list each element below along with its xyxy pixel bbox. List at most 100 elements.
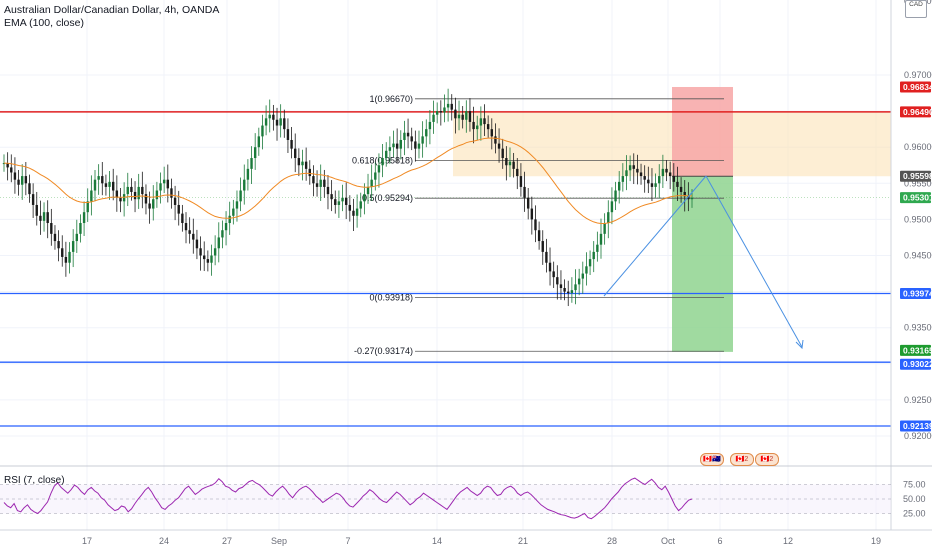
candle-body (661, 168, 665, 177)
candle-body (647, 179, 650, 184)
candle-body (672, 176, 675, 182)
time-tick-label: 21 (518, 536, 528, 546)
candle-body (490, 129, 493, 137)
currency-badge[interactable]: CAD (905, 0, 927, 18)
candle-body (334, 199, 337, 205)
event-flag-icon[interactable]: 🇨🇦🇦🇺 (700, 453, 724, 466)
candle-body (50, 223, 53, 234)
candle-body (144, 194, 148, 204)
event-flag-icon[interactable]: 🇨🇦2 (755, 453, 779, 466)
candle-body (497, 143, 501, 149)
candle-body (374, 172, 377, 180)
candle-body (392, 143, 395, 148)
candle-body (457, 114, 461, 119)
candle-body (279, 118, 282, 126)
candle-body (385, 150, 388, 159)
candle-body (166, 179, 170, 189)
candle-body (246, 168, 250, 180)
candle-body (341, 197, 344, 202)
candle-body (632, 165, 635, 169)
candle-body (155, 190, 159, 200)
candle-body (585, 266, 588, 274)
time-tick-label: 28 (607, 536, 617, 546)
ema-line (3, 137, 693, 224)
candle-body (461, 114, 464, 120)
candle-body (253, 147, 257, 159)
candle-body (486, 124, 490, 130)
candle-body (224, 223, 228, 231)
rsi-tick-label: 25.00 (903, 509, 926, 519)
time-tick-label: 12 (783, 536, 793, 546)
time-tick-label: Oct (661, 536, 676, 546)
price-badge (900, 287, 931, 299)
candle-body (82, 212, 86, 224)
candle-body (133, 191, 137, 200)
candle-body (563, 287, 566, 292)
candle-body (406, 132, 410, 137)
candle-body (188, 230, 191, 234)
ema-line-path (3, 137, 693, 224)
price-badge-label: 0.96490 (903, 107, 932, 117)
candle-body (668, 172, 672, 177)
candle-body (272, 114, 275, 120)
candle-body (170, 188, 173, 198)
candle-body (104, 183, 108, 187)
candle-body (523, 186, 526, 198)
candle-body (439, 111, 443, 113)
candle-body (28, 183, 31, 195)
candle-body (108, 181, 111, 187)
candle-body (53, 233, 57, 242)
price-badge-label: 0.95301 (903, 193, 932, 203)
candle-body (210, 255, 213, 263)
candle-body (192, 233, 195, 240)
price-badge-label: 0.92139 (903, 421, 932, 431)
candle-body (352, 210, 355, 216)
candle-body (545, 251, 548, 263)
candle-body (290, 139, 293, 149)
candle-body (344, 197, 348, 205)
indicator-label: EMA (100, close) (4, 17, 84, 29)
candle-body (650, 183, 654, 187)
time-tick-label: 17 (82, 536, 92, 546)
time-tick-label: Sep (271, 536, 287, 546)
event-flag-icon[interactable]: 🇨🇦2 (730, 453, 754, 466)
candle-body (567, 291, 570, 294)
candle-body (275, 119, 279, 126)
candle-body (690, 197, 694, 200)
candle-body (370, 179, 373, 187)
candle-body (46, 212, 49, 224)
candle-body (552, 271, 555, 278)
candle-body (294, 148, 297, 159)
candle-body (213, 248, 217, 256)
candle-body (636, 168, 639, 173)
candle-body (228, 215, 231, 224)
candle-body (31, 194, 35, 205)
candle-body (268, 114, 271, 119)
candle-body (326, 186, 330, 195)
candle-body (115, 190, 119, 198)
candle-body (122, 194, 126, 202)
candle-body (17, 179, 20, 185)
candle-body (184, 223, 188, 231)
candle-body (181, 213, 184, 224)
candle-body (261, 125, 264, 137)
candle-body (526, 197, 530, 209)
candle-body (286, 129, 290, 140)
candle-body (264, 118, 268, 126)
candle-body (68, 251, 71, 263)
price-badges: 0.96834 0.96490 0.95598 0.95301 0.93974 0.931… (900, 81, 932, 432)
candle-body (6, 163, 9, 168)
candle-body (315, 183, 319, 187)
candle-body (64, 256, 68, 263)
candle-body (432, 114, 435, 122)
currency-text: CAD (909, 1, 923, 8)
candle-body (35, 204, 38, 216)
rsi-line (3, 477, 693, 520)
candle-body (235, 201, 239, 209)
candle-body (483, 118, 486, 125)
candle-body (435, 111, 439, 115)
candle-body (574, 284, 577, 291)
projection-lines (603, 175, 804, 350)
